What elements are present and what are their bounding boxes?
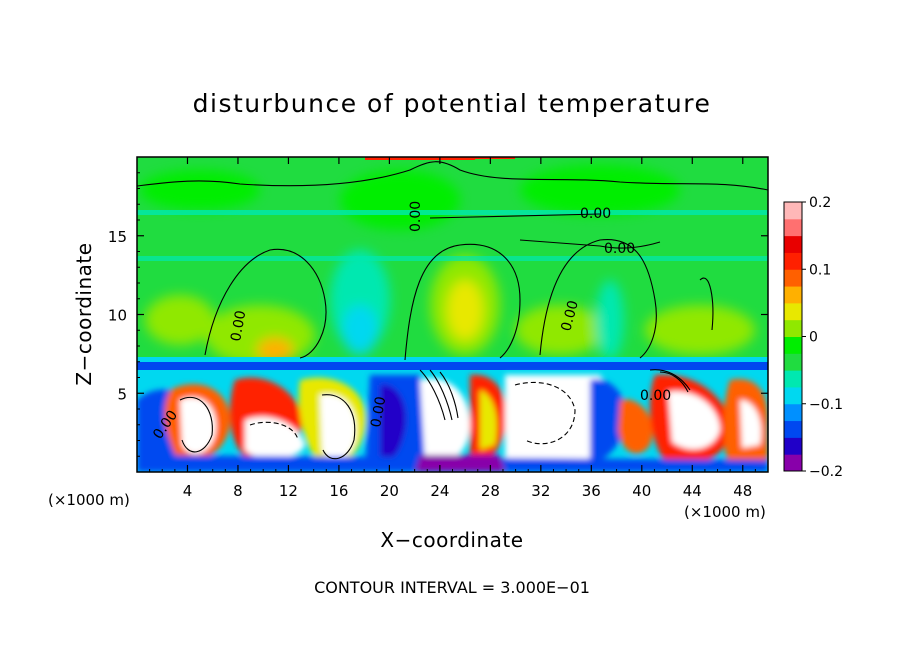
x-tick-label: 20	[380, 482, 399, 500]
x-axis: 4 8 12 16 20 24 28 32 36 40 44 48	[149, 157, 756, 500]
colorbar-swatch	[784, 235, 802, 253]
contour-label: 0.00	[368, 395, 389, 428]
colorbar-tick-label: −0.2	[809, 464, 843, 480]
colorbar-swatch	[784, 319, 802, 337]
chart-title: disturbunce of potential temperature	[193, 89, 712, 118]
x-axis-label: X−coordinate	[380, 528, 523, 552]
x-tick-label: 48	[733, 482, 752, 500]
contour-interval-note: CONTOUR INTERVAL = 3.000E−01	[314, 578, 590, 597]
colorbar-swatch	[784, 286, 802, 304]
heatmap-field	[137, 157, 768, 472]
y-axis: 5 10 15	[108, 172, 768, 457]
colorbar-swatch	[784, 202, 802, 220]
colorbar-swatch	[784, 420, 802, 438]
colorbar-swatch	[784, 252, 802, 270]
colorbar-swatch	[784, 454, 802, 472]
colorbar-swatch	[784, 302, 802, 321]
colorbar-tick-label: 0.1	[809, 262, 831, 278]
colorbar: 0.2 0.1 0 −0.1 −0.2	[783, 195, 843, 480]
colorbar-swatch	[784, 370, 802, 388]
x-tick-label: 40	[632, 482, 651, 500]
colorbar-tick-label: −0.1	[809, 397, 843, 413]
colorbar-swatch	[784, 386, 802, 405]
x-tick-label: 12	[279, 482, 298, 500]
contour-label: 0.00	[604, 241, 635, 257]
y-tick-label: 10	[108, 307, 127, 325]
x-tick-label: 28	[481, 482, 500, 500]
colorbar-swatch	[784, 218, 802, 237]
x-tick-label: 44	[683, 482, 702, 500]
y-unit-label: (×1000 m)	[48, 491, 130, 509]
colorbar-tick-label: 0	[809, 330, 818, 346]
contour-label: 0.00	[640, 388, 671, 404]
contour-labels: 0.00 0.00 0.00 0.00 0.00 0.00 0.00 0.00	[150, 201, 671, 442]
contour-label: 0.00	[228, 309, 249, 342]
y-tick-label: 5	[117, 385, 127, 403]
contour-label: 0.00	[580, 206, 611, 222]
x-tick-label: 8	[233, 482, 243, 500]
y-axis-label: Z−coordinate	[72, 242, 96, 385]
colorbar-swatch	[784, 336, 802, 354]
x-tick-label: 16	[329, 482, 348, 500]
contour-label: 0.00	[558, 299, 582, 333]
x-tick-label: 36	[582, 482, 601, 500]
colorbar-swatch	[784, 353, 802, 371]
x-tick-label: 24	[430, 482, 449, 500]
y-tick-label: 15	[108, 228, 127, 246]
x-tick-label: 4	[183, 482, 193, 500]
colorbar-swatch	[784, 437, 802, 455]
colorbar-tick-label: 0.2	[809, 195, 831, 211]
contour-label: 0.00	[408, 201, 424, 232]
x-unit-label: (×1000 m)	[684, 503, 766, 521]
colorbar-swatch	[784, 403, 802, 422]
colorbar-swatch	[784, 269, 802, 287]
x-tick-label: 32	[531, 482, 550, 500]
